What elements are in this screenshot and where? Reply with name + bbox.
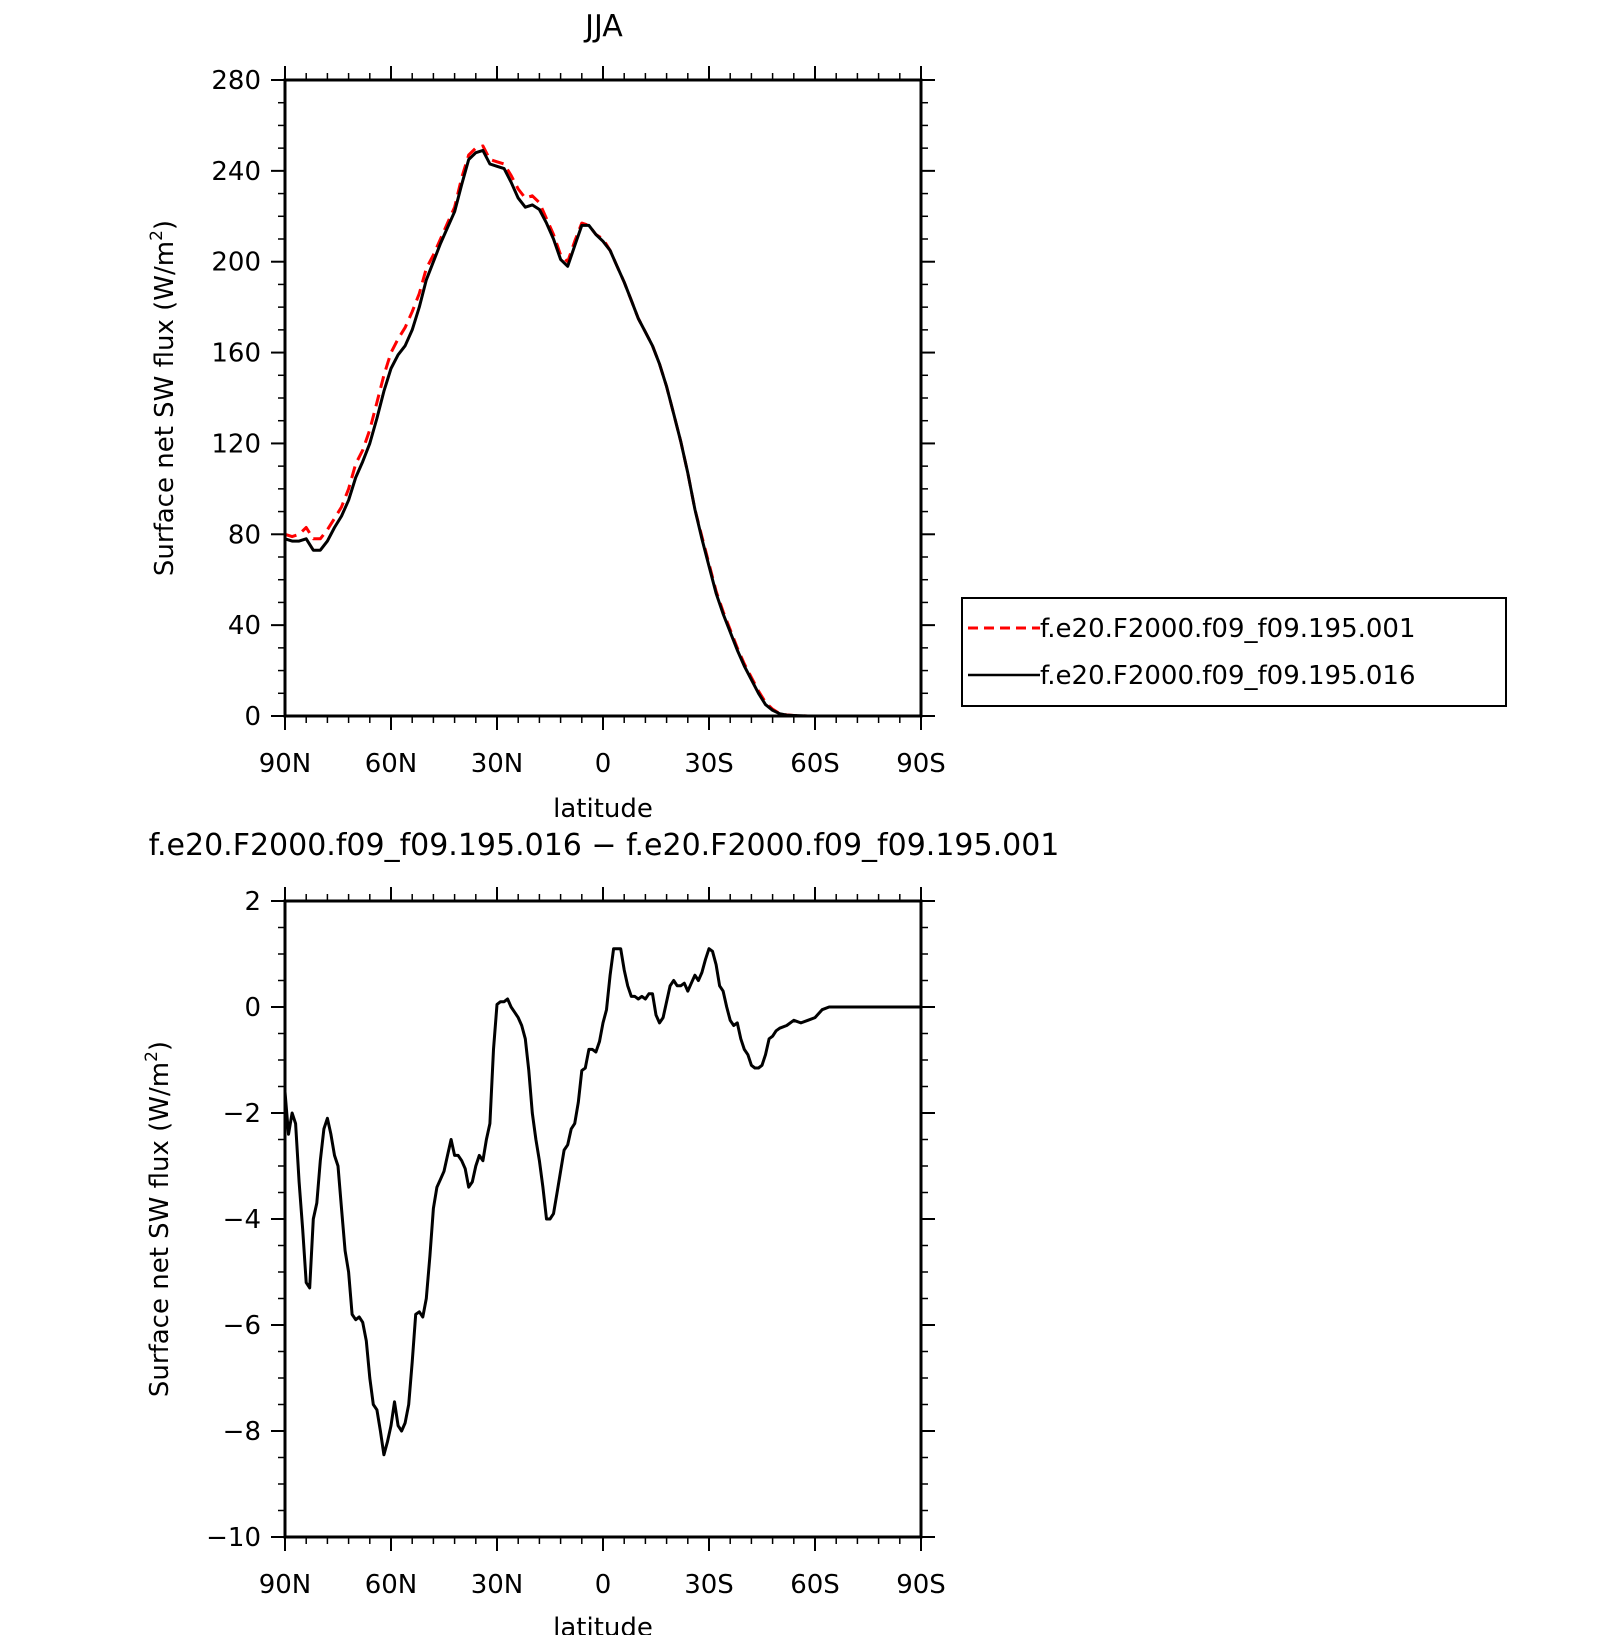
x-tick-label-bottom: 0 [595, 1570, 612, 1600]
y-axis-label-top: Surface net SW flux (W/m2) [147, 220, 180, 576]
y-axis-label-sup-bottom: 2 [142, 1051, 162, 1062]
series-line-top-1 [284, 144, 921, 718]
x-tick-label-bottom: 60S [790, 1570, 840, 1600]
y-axis-label-text-top: Surface net SW flux (W/m [150, 241, 180, 576]
plot-frame-bottom [283, 899, 923, 1539]
x-tick-label-top: 90S [896, 749, 946, 779]
legend: f.e20.F2000.f09_f09.195.001 f.e20.F2000.… [961, 597, 1507, 707]
legend-label-series-2: f.e20.F2000.f09_f09.195.016 [1040, 661, 1416, 691]
x-tick-label-bottom: 90N [259, 1570, 312, 1600]
y-tick-label-bottom: −8 [223, 1417, 261, 1447]
x-tick-label-bottom: 30S [684, 1570, 734, 1600]
y-axis-label-text-bottom: Surface net SW flux (W/m [145, 1062, 175, 1397]
legend-label-series-1: f.e20.F2000.f09_f09.195.001 [1040, 614, 1416, 644]
y-axis-label-close-bottom: ) [145, 1041, 175, 1051]
y-tick-label-bottom: −4 [223, 1205, 261, 1235]
x-tick-label-top: 90N [259, 749, 312, 779]
ticks-bottom: −10 −8 −6 −4 −2 0 2 90N 60N 30N 0 30S 60S 90S [206, 887, 946, 1600]
x-axis-label-top: latitude [553, 794, 653, 824]
x-tick-label-top: 30N [471, 749, 524, 779]
y-tick-label-top: 40 [228, 611, 261, 641]
ticks-top: 0 40 80 120 160 200 240 280 90N 60N 30N 0 30S 60S 90S [211, 66, 946, 779]
y-tick-label-top: 160 [211, 339, 261, 369]
y-tick-label-bottom: −10 [206, 1523, 261, 1553]
marks-bottom [283, 947, 921, 1457]
y-axis-label-sup-top: 2 [147, 230, 167, 241]
x-tick-label-bottom: 60N [365, 1570, 418, 1600]
plot-frame-top [283, 78, 923, 718]
y-tick-label-top: 200 [211, 248, 261, 278]
series-line-top-2 [284, 148, 921, 718]
x-tick-label-bottom: 90S [896, 1570, 946, 1600]
chart-title-top: JJA [583, 9, 623, 44]
x-tick-label-top: 0 [595, 749, 612, 779]
series-line-bottom-1 [283, 947, 921, 1457]
legend-box [961, 597, 1507, 707]
y-tick-label-top: 240 [211, 157, 261, 187]
y-tick-label-bottom: −6 [223, 1311, 261, 1341]
y-tick-label-bottom: 0 [244, 993, 261, 1023]
chart-panel-top: JJA 0 40 80 120 160 200 240 280 90N 60N 30N 0 30S 60S… [147, 9, 1507, 824]
y-tick-label-bottom: 2 [244, 887, 261, 917]
x-tick-label-top: 30S [684, 749, 734, 779]
x-axis-label-bottom: latitude [553, 1613, 653, 1635]
y-axis-label-close-top: ) [150, 220, 180, 230]
y-tick-label-bottom: −2 [223, 1099, 261, 1129]
y-tick-label-top: 120 [211, 429, 261, 459]
y-tick-label-top: 280 [211, 66, 261, 96]
x-tick-label-bottom: 30N [471, 1570, 524, 1600]
y-axis-label-bottom: Surface net SW flux (W/m2) [142, 1041, 175, 1397]
x-tick-label-top: 60N [365, 749, 418, 779]
chart-title-bottom: f.e20.F2000.f09_f09.195.016 − f.e20.F200… [149, 828, 1060, 863]
y-tick-label-top: 0 [244, 702, 261, 732]
marks-top [284, 144, 921, 718]
y-tick-label-top: 80 [228, 520, 261, 550]
chart-panel-bottom: f.e20.F2000.f09_f09.195.016 − f.e20.F200… [142, 828, 1059, 1635]
x-tick-label-top: 60S [790, 749, 840, 779]
